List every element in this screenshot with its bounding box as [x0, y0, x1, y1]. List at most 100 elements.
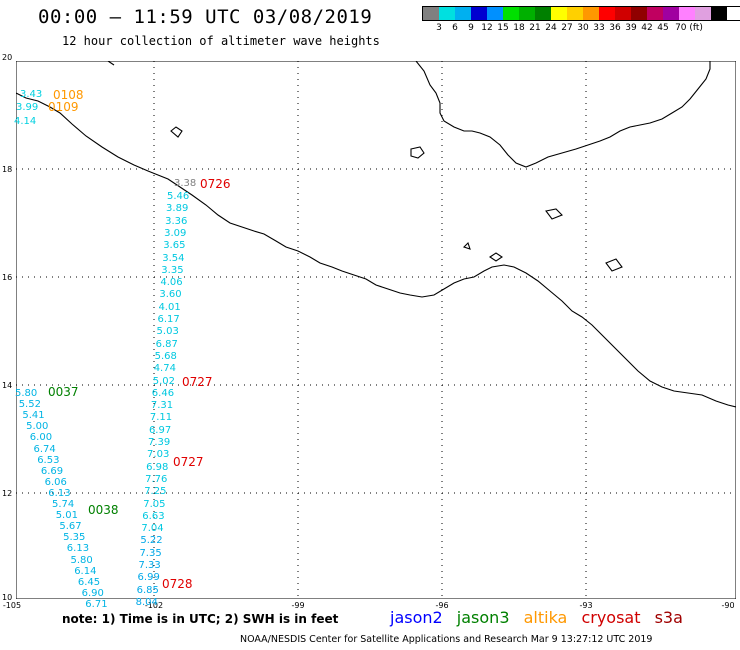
scale-swatch [663, 7, 679, 20]
lat-label-16: 16 [2, 273, 13, 282]
wave-height-value: 5.41 [22, 410, 45, 422]
scale-swatch [423, 7, 439, 20]
scale-label: 24 [545, 23, 557, 33]
island-7 [462, 241, 471, 250]
wave-height-value: 6.97 [148, 424, 172, 436]
scale-swatch [503, 7, 519, 20]
color-scale-bar [422, 6, 740, 21]
scale-label: 30 [577, 23, 589, 33]
grid-lines [16, 61, 736, 599]
scale-label: 27 [561, 23, 573, 33]
scale-label: 9 [468, 23, 474, 33]
scale-swatch [487, 7, 503, 20]
coastline [16, 61, 736, 408]
wave-height-value: 3.09 [164, 227, 187, 239]
island-2 [170, 126, 183, 138]
color-scale: 3 6 9 12 15 18 21 24 27 30 33 36 39 42 45 70 (ft) [422, 6, 740, 35]
wave-height-value: 5.02 [152, 375, 176, 387]
gulf-coast [415, 61, 711, 168]
wave-height-value: 5.74 [52, 499, 75, 510]
wave-height-value: 7.31 [150, 400, 174, 412]
scale-label: 21 [529, 23, 541, 33]
map-frame [16, 61, 736, 599]
wave-height-value: 4.74 [153, 363, 176, 375]
wave-height-value: 5.22 [140, 535, 163, 547]
wave-height-value: 6.98 [146, 461, 169, 473]
scale-swatch [455, 7, 471, 20]
wave-height-value: 5.52 [18, 399, 41, 411]
wave-height-value: 5.46 [167, 191, 190, 202]
lon-label-90: -90 [721, 601, 735, 610]
scale-swatch [647, 7, 663, 20]
scale-label: 12 [481, 23, 493, 33]
wave-height-value: 6.74 [33, 443, 56, 455]
wave-height-value: 6.17 [157, 314, 180, 325]
wave-height-value: 5.00 [26, 421, 49, 433]
wave-height-value: 6.71 [85, 598, 108, 610]
track-label-0108: 0108 [53, 88, 84, 102]
lat-label-18: 18 [2, 165, 13, 174]
scale-label: 33 [593, 23, 605, 33]
lon-label-102: -102 [144, 601, 164, 610]
scale-label: 6 [452, 23, 458, 33]
lon-label-99: -99 [291, 601, 305, 610]
wave-height-value: 7.03 [147, 449, 170, 461]
wave-height-value: 5.68 [154, 350, 177, 362]
wave-height-value: 6.69 [40, 465, 64, 477]
scale-swatch [679, 7, 695, 20]
track-label-0037: 0037 [48, 385, 79, 399]
wave-height-value: 6.00 [29, 432, 53, 444]
wave-height-value: 3.65 [163, 240, 186, 252]
track-label-0727-b: 0727 [173, 455, 204, 469]
wave-height-value: 3.54 [162, 252, 185, 264]
scale-swatch [583, 7, 599, 20]
scale-label: 36 [609, 23, 621, 33]
wave-height-value: 4.06 [160, 277, 183, 289]
lon-label-93: -93 [579, 601, 593, 610]
wave-height-value: 6.90 [81, 587, 104, 599]
legend-s3a: s3a [654, 608, 683, 627]
scale-label: 39 [625, 23, 637, 33]
wave-height-value: 7.25 [144, 486, 167, 498]
wave-height-value: 7.76 [145, 473, 168, 485]
island-3 [545, 208, 563, 220]
scale-swatch [471, 7, 487, 20]
scale-swatch [567, 7, 583, 20]
wave-height-value: 6.45 [77, 576, 101, 588]
wave-height-value: 7.35 [139, 547, 162, 559]
wave-height-value: 4.14 [14, 116, 37, 127]
scale-label: 3 [436, 23, 442, 33]
color-scale-labels: 3 6 9 12 15 18 21 24 27 30 33 36 39 42 45 70 (ft) [422, 21, 740, 35]
wave-height-value: 4.01 [158, 301, 181, 313]
wave-height-value: 3.60 [159, 289, 182, 301]
map-subtitle: 12 hour collection of altimeter wave hei… [62, 34, 380, 48]
footnote: note: 1) Time is in UTC; 2) SWH is in fe… [62, 612, 339, 626]
track-label-0109: 0109 [48, 100, 79, 114]
wave-height-value: 6.06 [44, 476, 67, 488]
track-label-0038: 0038 [88, 503, 119, 517]
lat-label-12: 12 [2, 489, 13, 498]
wave-height-value: 5.03 [156, 326, 179, 338]
wave-height-value: 5.80 [15, 388, 38, 399]
wave-height-value: 6.46 [151, 387, 175, 399]
island-5 [605, 258, 623, 272]
wave-height-value: 3.43 [20, 89, 43, 100]
track-label-0728: 0728 [162, 577, 193, 591]
scale-swatch [711, 7, 727, 20]
credit-line: NOAA/NESDIS Center for Satellite Applica… [240, 634, 653, 645]
wave-height-value: 3.35 [161, 264, 184, 276]
scale-swatch [535, 7, 551, 20]
island-1 [410, 146, 425, 159]
wave-height-value: 6.87 [155, 338, 178, 350]
wave-height-value: 5.80 [70, 554, 93, 566]
wave-height-value: 6.53 [37, 454, 60, 466]
wave-height-value: 7.39 [148, 437, 171, 448]
island-4 [489, 252, 503, 262]
map-title: 00:00 – 11:59 UTC 03/08/2019 [38, 6, 373, 28]
wave-height-value: 6.14 [74, 565, 97, 577]
scale-label: 45 [657, 23, 669, 33]
scale-label: 18 [513, 23, 525, 33]
wave-height-value: 3.99 [16, 102, 39, 113]
scale-label: 42 [641, 23, 653, 33]
map-canvas [16, 61, 736, 599]
